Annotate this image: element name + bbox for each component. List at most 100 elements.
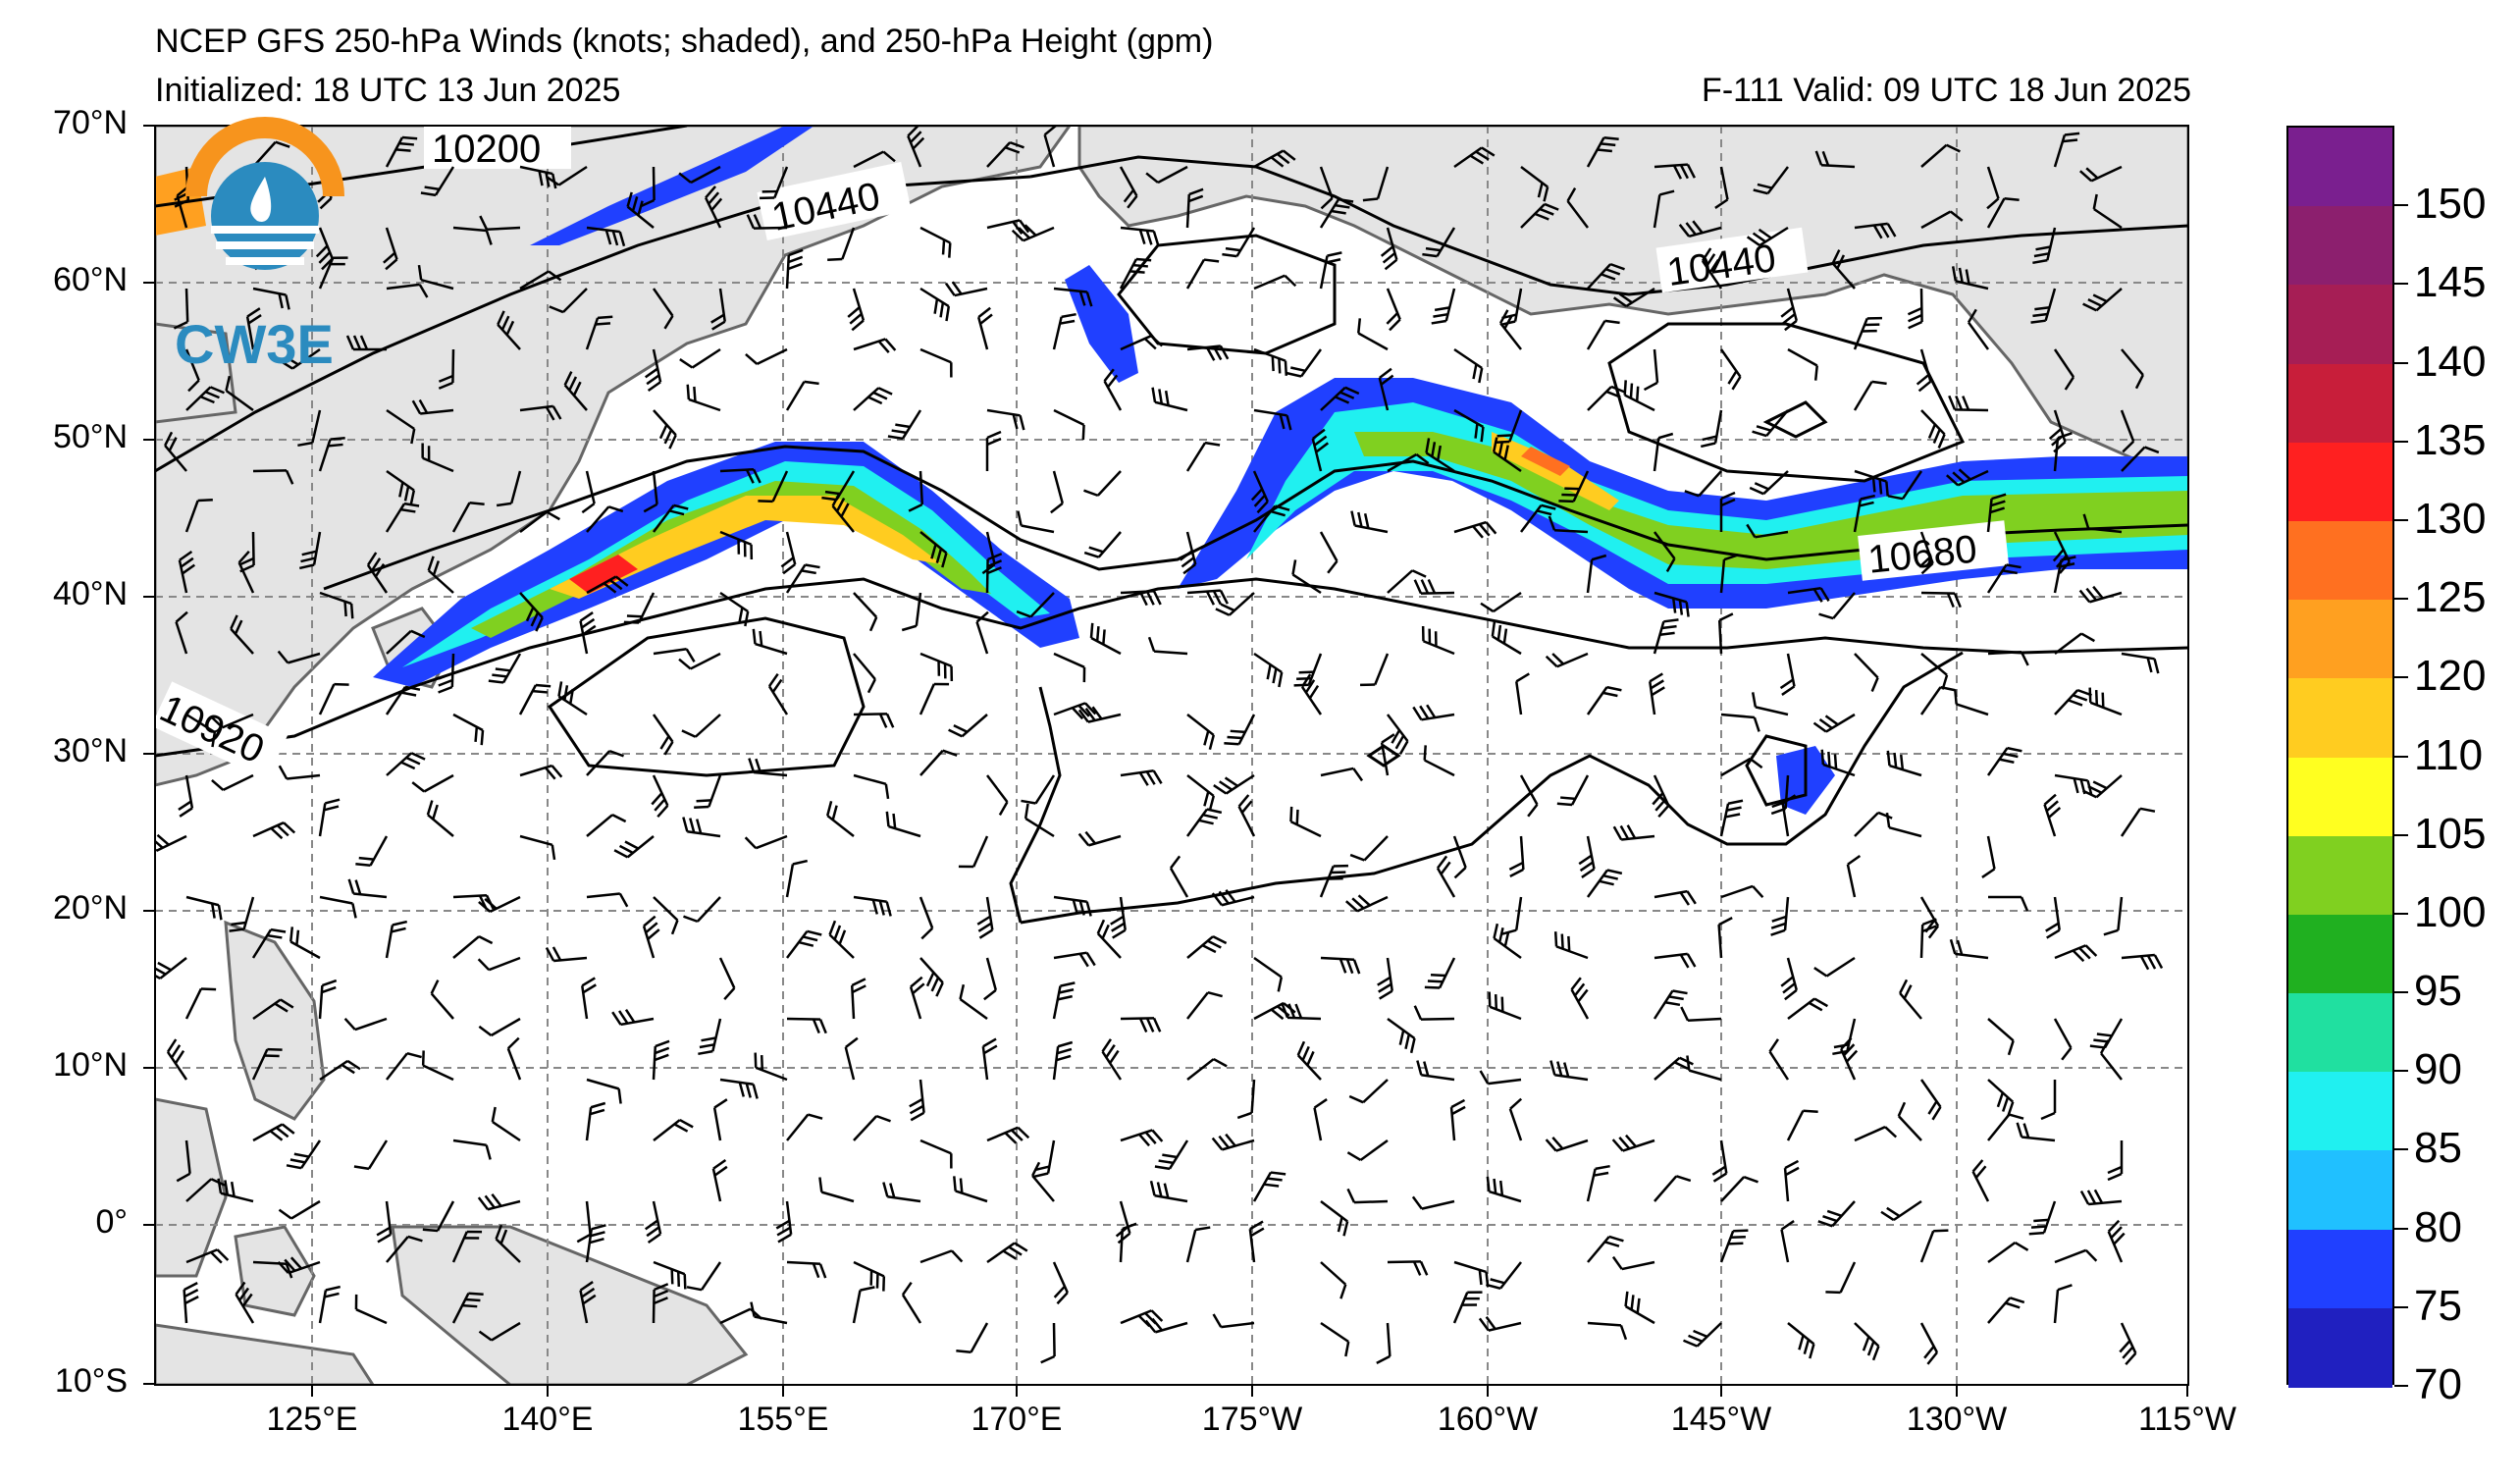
wind-barb	[1486, 1176, 1522, 1203]
wind-barb	[1886, 750, 1922, 777]
wind-barb	[1119, 166, 1138, 209]
wind-barb	[586, 575, 629, 595]
wind-barb	[278, 1199, 321, 1220]
wind-barb	[1720, 757, 1763, 777]
wind-barb	[1154, 1139, 1189, 1171]
contour-high-closed	[547, 616, 866, 777]
wind-barb	[1293, 653, 1323, 687]
wind-barb	[1919, 918, 1937, 959]
wind-barb	[1831, 249, 1856, 290]
wind-barb	[1053, 951, 1096, 968]
wind-barb	[2088, 687, 2123, 716]
wind-barb	[1186, 1057, 1228, 1081]
wind-barb	[644, 348, 662, 393]
colorbar-label: 85	[2414, 1124, 2462, 1173]
wind-barb	[1043, 126, 1058, 168]
wind-barb	[986, 408, 1025, 431]
wind-barb	[1320, 1321, 1350, 1357]
wind-barb	[319, 1059, 361, 1082]
wind-barb	[644, 1200, 662, 1245]
wind-barb	[853, 592, 878, 632]
wind-barb	[944, 281, 988, 297]
wind-barb	[1787, 997, 1828, 1020]
wind-barb	[1719, 799, 1744, 837]
wind-barb	[1185, 1226, 1211, 1263]
wind-barb	[1052, 981, 1076, 1020]
wind-barb	[1653, 989, 1688, 1020]
wind-barb	[279, 347, 321, 370]
wind-barb	[760, 166, 789, 200]
wind-barb	[1253, 347, 1288, 376]
colorbar-tick	[2394, 1305, 2408, 1308]
wind-barb	[1423, 745, 1455, 777]
lon-label: 125°E	[266, 1401, 358, 1438]
colorbar-label: 75	[2414, 1281, 2462, 1330]
wind-barb	[386, 752, 426, 776]
wind-barb	[411, 398, 454, 415]
colorbar-segment	[2288, 363, 2392, 444]
wind-barb	[1553, 931, 1589, 960]
wind-barb	[1185, 258, 1220, 290]
wind-barb	[719, 591, 750, 627]
wind-barb	[2053, 1018, 2073, 1061]
wind-barb	[385, 502, 420, 533]
wind-barb	[1814, 150, 1856, 169]
wind-barb	[780, 531, 797, 575]
wind-barb	[421, 1050, 454, 1082]
wind-barb	[1700, 409, 1723, 449]
wind-barb	[2119, 1322, 2137, 1366]
wind-barb	[1424, 957, 1456, 989]
wind-barb	[2053, 556, 2076, 594]
wind-barb	[919, 749, 958, 776]
wind-barb	[1416, 1060, 1455, 1082]
wind-barb	[1449, 1098, 1466, 1141]
wind-barb	[1786, 1109, 1818, 1141]
wind-barb	[229, 896, 255, 932]
wind-barb	[1453, 146, 1496, 169]
wind-barb	[613, 835, 655, 859]
wind-barb	[1053, 408, 1085, 441]
wind-barb	[1654, 952, 1697, 969]
wind-barb	[785, 248, 804, 290]
wind-barb	[1053, 895, 1092, 917]
wind-barb	[1987, 1297, 2025, 1324]
wind-barb	[718, 957, 736, 1001]
wind-barb	[1885, 812, 1922, 838]
wind-barb	[652, 288, 674, 330]
wind-barb	[576, 1200, 592, 1244]
wind-barb	[694, 774, 722, 810]
wind-barb	[1987, 1113, 2024, 1141]
wind-barb	[1853, 494, 1876, 533]
wind-barb	[1313, 1098, 1328, 1141]
wind-barb	[185, 895, 223, 921]
wind-barb	[1053, 287, 1093, 307]
wind-barb	[953, 1176, 988, 1203]
wind-barb	[1319, 166, 1334, 210]
wind-barb	[1348, 1079, 1389, 1104]
wind-barb	[452, 1139, 492, 1160]
wind-barb	[1919, 1079, 1942, 1121]
colorbar	[2286, 126, 2394, 1388]
lon-label: 140°E	[501, 1401, 594, 1438]
wind-barb	[451, 1292, 484, 1324]
wind-barb	[1643, 348, 1659, 392]
wind-barb	[2082, 288, 2123, 312]
wind-barb	[1954, 689, 1989, 716]
wind-barb	[1780, 957, 1799, 1001]
wind-barb	[318, 682, 349, 715]
wind-barb	[653, 1118, 694, 1141]
wind-barb	[985, 430, 1002, 471]
wind-barb	[1586, 554, 1607, 594]
wind-barb	[519, 764, 563, 780]
wind-barb	[1678, 220, 1722, 238]
wind-barb	[1032, 1139, 1056, 1179]
wind-barb	[1986, 197, 2020, 229]
wind-barb	[754, 1052, 788, 1082]
wind-barb	[909, 1079, 925, 1122]
wind-barb	[1386, 288, 1401, 332]
wind-barb	[2054, 632, 2095, 655]
wind-barb	[1052, 312, 1076, 350]
wind-barb	[386, 1235, 423, 1263]
colorbar-label: 135	[2414, 415, 2487, 464]
logo-text: CW3E	[175, 313, 334, 375]
